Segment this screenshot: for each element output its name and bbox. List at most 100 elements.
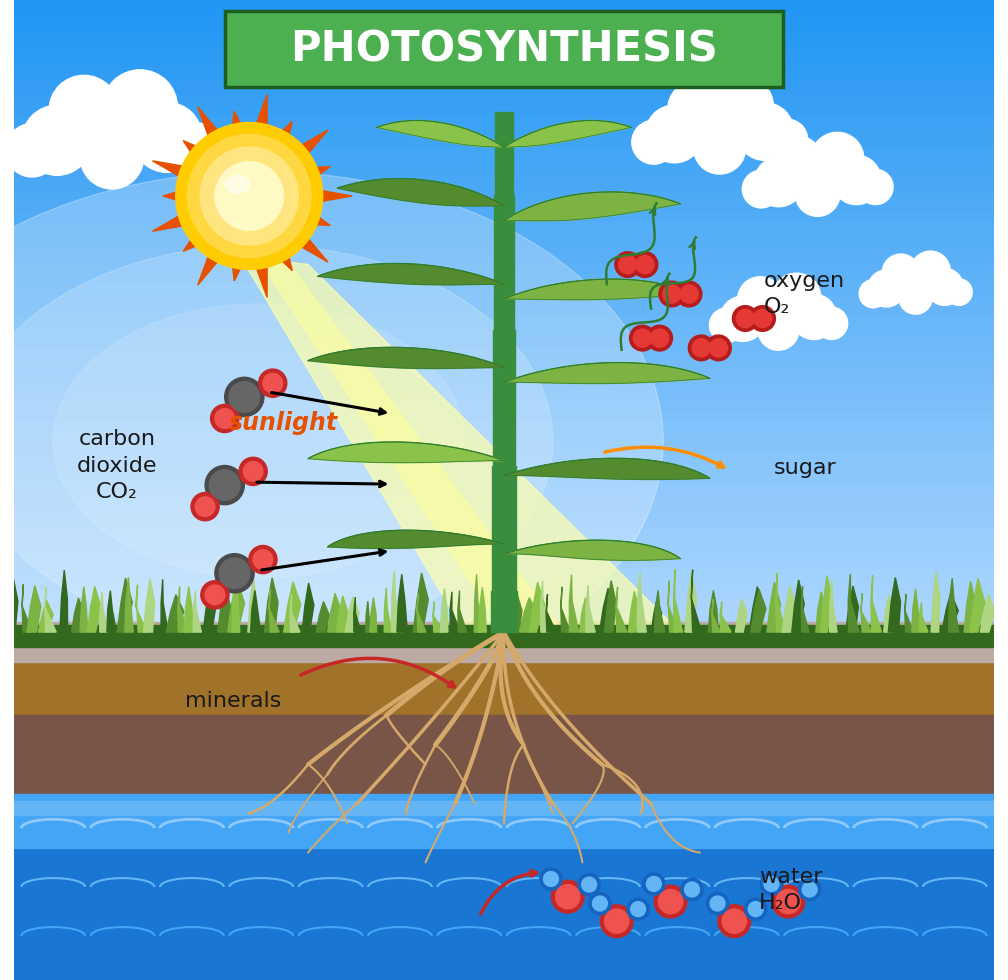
FancyBboxPatch shape <box>225 11 783 87</box>
Circle shape <box>631 902 645 916</box>
Circle shape <box>683 92 755 163</box>
Polygon shape <box>239 255 680 632</box>
Polygon shape <box>152 161 195 182</box>
Circle shape <box>636 256 654 273</box>
Polygon shape <box>540 581 550 632</box>
Circle shape <box>753 310 771 327</box>
Bar <box>14 568 994 579</box>
Polygon shape <box>44 587 56 632</box>
Text: minerals: minerals <box>185 691 282 710</box>
Text: PHOTOSYNTHESIS: PHOTOSYNTHESIS <box>290 28 718 70</box>
Bar <box>14 200 994 211</box>
Circle shape <box>926 269 964 306</box>
Text: oxygen
O₂: oxygen O₂ <box>764 270 845 318</box>
Bar <box>14 211 994 221</box>
Bar <box>494 299 514 310</box>
Polygon shape <box>27 586 41 632</box>
Bar <box>495 164 513 174</box>
Polygon shape <box>791 580 804 632</box>
Circle shape <box>684 882 700 897</box>
Polygon shape <box>198 245 225 285</box>
Polygon shape <box>964 581 976 632</box>
Bar <box>14 794 994 848</box>
Polygon shape <box>251 591 261 632</box>
Bar <box>495 185 513 195</box>
Bar <box>14 231 994 242</box>
Circle shape <box>601 905 633 938</box>
Circle shape <box>249 546 277 573</box>
Polygon shape <box>479 587 486 632</box>
Polygon shape <box>248 578 257 632</box>
Circle shape <box>654 885 687 918</box>
Bar <box>14 368 994 379</box>
Bar <box>14 11 994 22</box>
Circle shape <box>710 896 725 911</box>
Circle shape <box>219 558 250 589</box>
Bar <box>494 217 514 226</box>
Polygon shape <box>253 95 267 137</box>
Bar <box>14 495 994 506</box>
Circle shape <box>49 75 119 145</box>
Bar <box>14 316 994 326</box>
Bar <box>14 453 994 464</box>
Bar <box>14 548 994 559</box>
Bar <box>494 226 514 237</box>
Circle shape <box>615 252 640 277</box>
Circle shape <box>259 369 287 397</box>
Bar <box>14 326 994 337</box>
Polygon shape <box>38 601 53 632</box>
Bar <box>494 320 514 330</box>
Polygon shape <box>580 598 590 632</box>
Circle shape <box>263 373 282 393</box>
Bar <box>14 464 994 474</box>
Circle shape <box>650 329 668 347</box>
Polygon shape <box>88 586 101 632</box>
Polygon shape <box>600 588 615 632</box>
Polygon shape <box>177 586 188 632</box>
Text: sugar: sugar <box>773 459 837 478</box>
Circle shape <box>132 102 202 172</box>
Polygon shape <box>417 593 425 632</box>
Circle shape <box>748 902 763 916</box>
Polygon shape <box>510 593 522 632</box>
Circle shape <box>633 329 651 347</box>
Circle shape <box>632 252 658 277</box>
Polygon shape <box>776 572 786 632</box>
Circle shape <box>605 909 629 933</box>
Polygon shape <box>861 593 872 632</box>
Bar <box>14 221 994 232</box>
Circle shape <box>593 896 608 911</box>
Polygon shape <box>616 587 627 632</box>
Polygon shape <box>163 188 187 204</box>
Polygon shape <box>377 121 504 147</box>
Polygon shape <box>941 593 959 632</box>
Circle shape <box>201 147 298 245</box>
Circle shape <box>543 871 558 887</box>
Bar <box>14 715 994 804</box>
Bar <box>14 632 994 804</box>
Bar <box>14 601 994 612</box>
Bar <box>14 421 994 432</box>
Bar <box>14 379 994 390</box>
Circle shape <box>69 89 155 175</box>
Polygon shape <box>821 575 833 632</box>
Polygon shape <box>203 588 216 632</box>
Bar <box>14 432 994 443</box>
Bar <box>14 621 994 632</box>
Circle shape <box>718 905 751 938</box>
Polygon shape <box>801 586 809 632</box>
Bar <box>14 527 994 537</box>
Bar <box>14 105 994 116</box>
Polygon shape <box>304 167 331 182</box>
Bar <box>14 579 994 590</box>
Bar <box>14 590 994 601</box>
Polygon shape <box>273 245 292 270</box>
Circle shape <box>858 170 893 205</box>
Bar <box>14 411 994 421</box>
Polygon shape <box>519 598 537 632</box>
Bar <box>14 190 994 200</box>
Bar <box>492 569 516 580</box>
Bar <box>14 274 994 284</box>
Polygon shape <box>328 593 342 632</box>
Bar <box>493 382 515 393</box>
